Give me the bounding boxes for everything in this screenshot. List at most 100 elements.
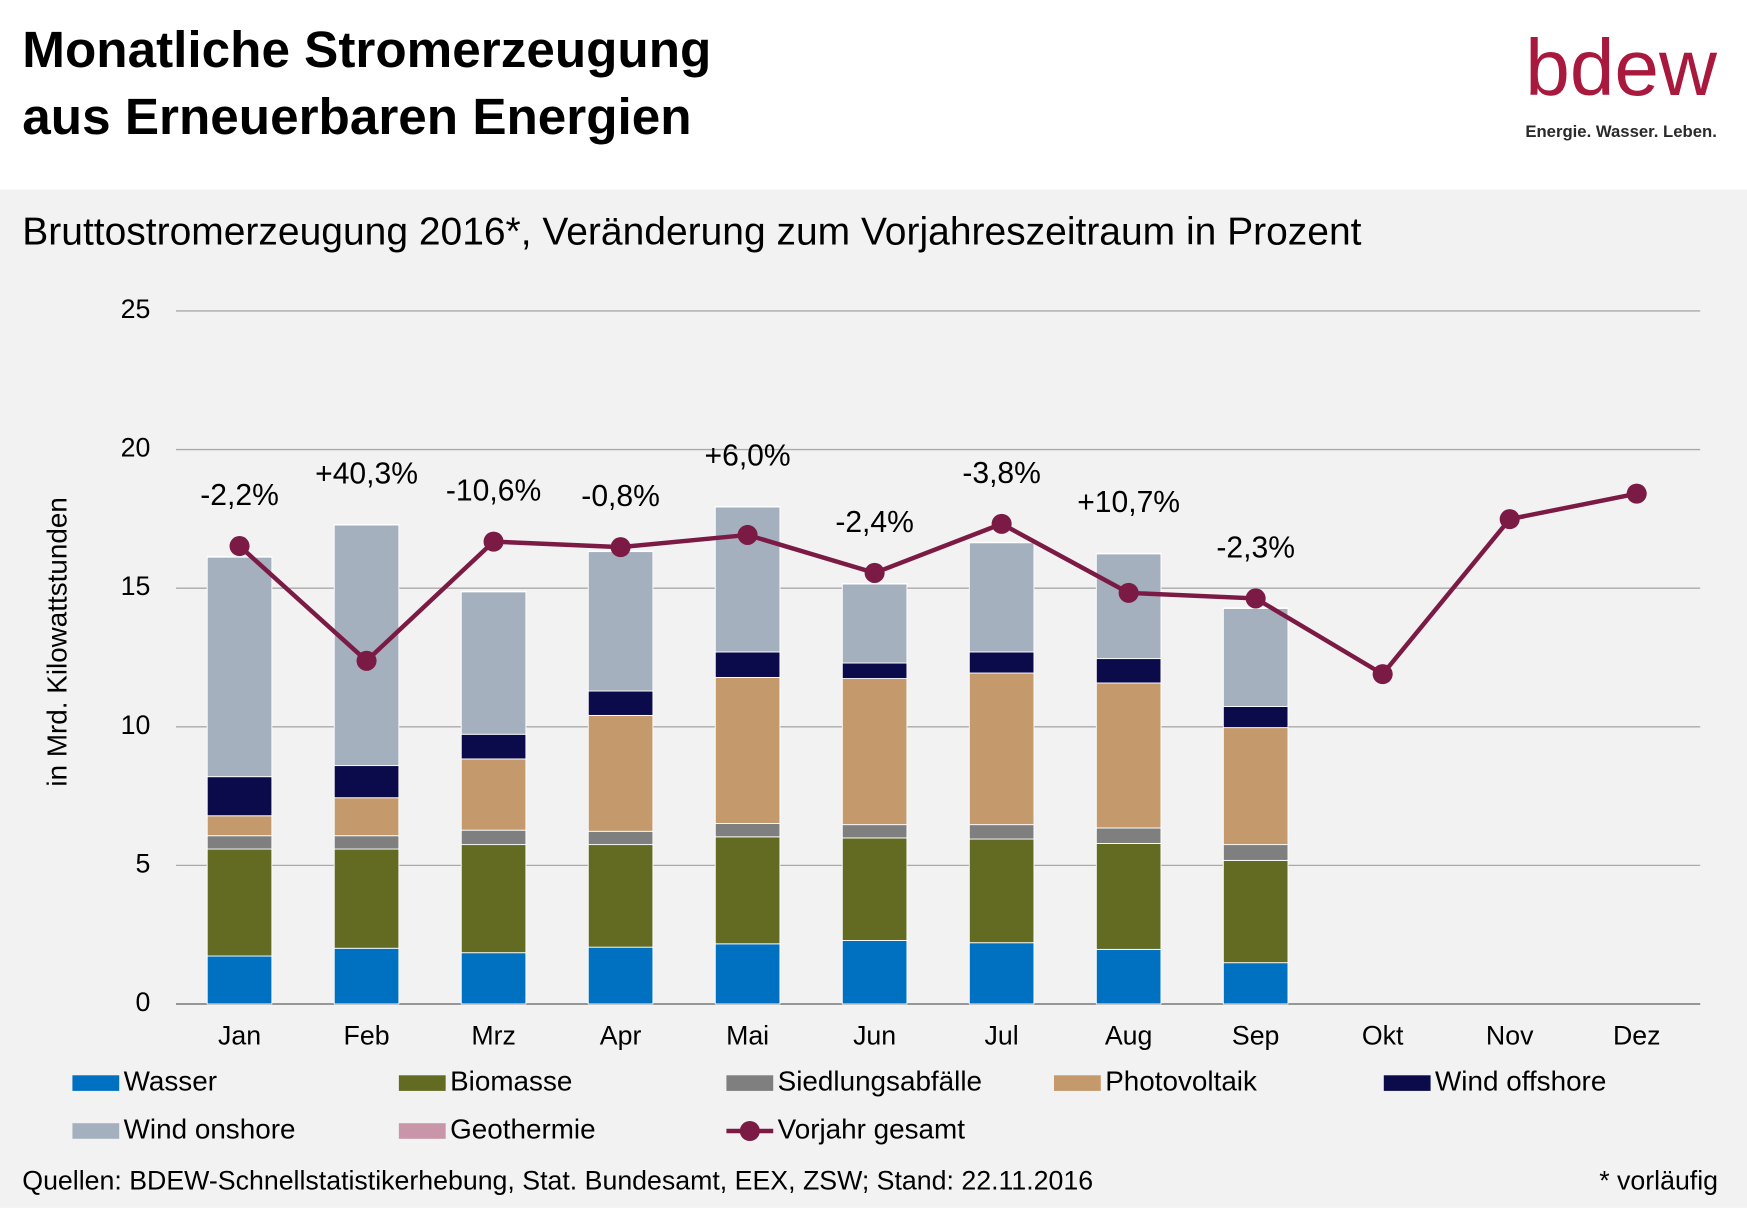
bar-segment bbox=[1222, 859, 1289, 964]
bar-segment bbox=[1222, 727, 1289, 846]
change-label: -10,6% bbox=[446, 475, 541, 508]
line-marker bbox=[610, 537, 631, 558]
bar-segment bbox=[841, 837, 908, 941]
x-tick-label: Feb bbox=[344, 1020, 390, 1050]
change-label: -3,8% bbox=[962, 457, 1041, 490]
x-tick-label: Dez bbox=[1613, 1020, 1661, 1050]
bar-segment bbox=[1095, 658, 1162, 684]
line bbox=[238, 491, 1638, 678]
line-marker bbox=[864, 562, 885, 583]
bar-segment bbox=[587, 551, 654, 692]
legend-label: Geothermie bbox=[450, 1113, 595, 1144]
legend-label: Vorjahr gesamt bbox=[778, 1113, 966, 1144]
x-tick-label: Aug bbox=[1105, 1020, 1153, 1050]
bar-segment bbox=[460, 829, 527, 846]
bar-segment bbox=[333, 848, 400, 949]
bar-segment bbox=[1095, 827, 1162, 844]
bar-segment bbox=[841, 940, 908, 1005]
bar-segment bbox=[714, 651, 781, 678]
change-label: +10,7% bbox=[1077, 486, 1180, 519]
legend-label: Biomasse bbox=[450, 1065, 572, 1096]
x-tick-label: Mrz bbox=[471, 1020, 516, 1050]
bar-segment bbox=[714, 943, 781, 1005]
title: aus Erneuerbaren Energien bbox=[22, 88, 691, 145]
bar-segment bbox=[1222, 706, 1289, 729]
bar-segment bbox=[968, 838, 1035, 944]
tagline: Energie. Wasser. Leben. bbox=[1525, 122, 1717, 141]
legend-swatch bbox=[72, 1075, 120, 1091]
line-marker bbox=[737, 524, 758, 545]
bar-segment bbox=[714, 505, 781, 508]
bar-segment bbox=[206, 776, 273, 817]
legend-label: Wind onshore bbox=[124, 1113, 296, 1144]
legend-swatch bbox=[1383, 1075, 1431, 1091]
bar-segment bbox=[1095, 843, 1162, 950]
bar-segment bbox=[968, 672, 1035, 826]
x-tick-label: Jul bbox=[985, 1020, 1019, 1050]
bar-segment bbox=[841, 662, 908, 679]
bar-segment bbox=[206, 556, 273, 558]
line-marker bbox=[1626, 483, 1647, 504]
y-axis-label: in Mrd. Kilowattstunden bbox=[41, 497, 72, 786]
x-tick-label: Nov bbox=[1486, 1020, 1534, 1050]
legend-marker bbox=[739, 1120, 760, 1142]
bar-segment bbox=[206, 556, 273, 778]
bar-segment bbox=[968, 824, 1035, 840]
bar-segment bbox=[968, 651, 1035, 674]
bar-segment bbox=[1222, 607, 1289, 707]
x-tick-label: Jun bbox=[853, 1020, 896, 1050]
legend-swatch bbox=[726, 1075, 774, 1091]
y-tick-label: 15 bbox=[121, 571, 151, 601]
bar-segment bbox=[841, 824, 908, 839]
legend-swatch bbox=[1053, 1075, 1101, 1091]
line-marker bbox=[1245, 588, 1266, 609]
x-tick-label: Okt bbox=[1362, 1020, 1404, 1050]
bar-segment bbox=[460, 844, 527, 954]
bar-segment bbox=[460, 758, 527, 831]
line-marker bbox=[483, 531, 504, 552]
bar-segment bbox=[1095, 553, 1162, 660]
x-tick-label: Sep bbox=[1232, 1020, 1280, 1050]
y-tick-label: 20 bbox=[121, 433, 151, 463]
legend-label: Wasser bbox=[124, 1065, 217, 1096]
y-tick-label: 5 bbox=[136, 848, 151, 878]
bar-segment bbox=[1222, 844, 1289, 861]
bar-segment bbox=[206, 835, 273, 850]
bar-segment bbox=[587, 946, 654, 1005]
line-marker bbox=[229, 536, 250, 557]
legend-swatch bbox=[398, 1123, 446, 1139]
y-tick-label: 25 bbox=[121, 294, 151, 324]
bar-segment bbox=[460, 590, 527, 593]
line-marker bbox=[356, 650, 377, 671]
change-label: -2,2% bbox=[200, 479, 279, 512]
change-label: +6,0% bbox=[705, 439, 791, 472]
bar-segment bbox=[1095, 948, 1162, 1005]
bar-segment bbox=[587, 714, 654, 832]
bar-segment bbox=[206, 815, 273, 837]
x-tick-label: Mai bbox=[726, 1020, 769, 1050]
bar-segment bbox=[714, 836, 781, 945]
bar-segment bbox=[1095, 552, 1162, 555]
legend-label: Photovoltaik bbox=[1105, 1065, 1257, 1096]
footnote: * vorläufig bbox=[1599, 1165, 1718, 1195]
line-marker bbox=[1118, 582, 1139, 603]
line-marker bbox=[1372, 664, 1393, 685]
bar-segment bbox=[1222, 962, 1289, 1005]
y-tick-label: 0 bbox=[136, 987, 151, 1017]
bar-segment bbox=[460, 952, 527, 1005]
legend-swatch bbox=[398, 1075, 446, 1091]
bar-segment bbox=[206, 955, 273, 1005]
bar-segment bbox=[968, 541, 1035, 544]
bar-segment bbox=[333, 524, 400, 767]
x-tick-label: Apr bbox=[600, 1020, 642, 1050]
legend-label: Wind offshore bbox=[1435, 1065, 1606, 1096]
change-label: +40,3% bbox=[315, 457, 418, 490]
bar-segment bbox=[714, 823, 781, 838]
line-marker bbox=[1499, 509, 1520, 530]
subtitle: Bruttostromerzeugung 2016*, Veränderung … bbox=[22, 210, 1361, 253]
bar-segment bbox=[1095, 682, 1162, 829]
title: Monatliche Stromerzeugung bbox=[22, 21, 711, 78]
bar-segment bbox=[460, 733, 527, 760]
